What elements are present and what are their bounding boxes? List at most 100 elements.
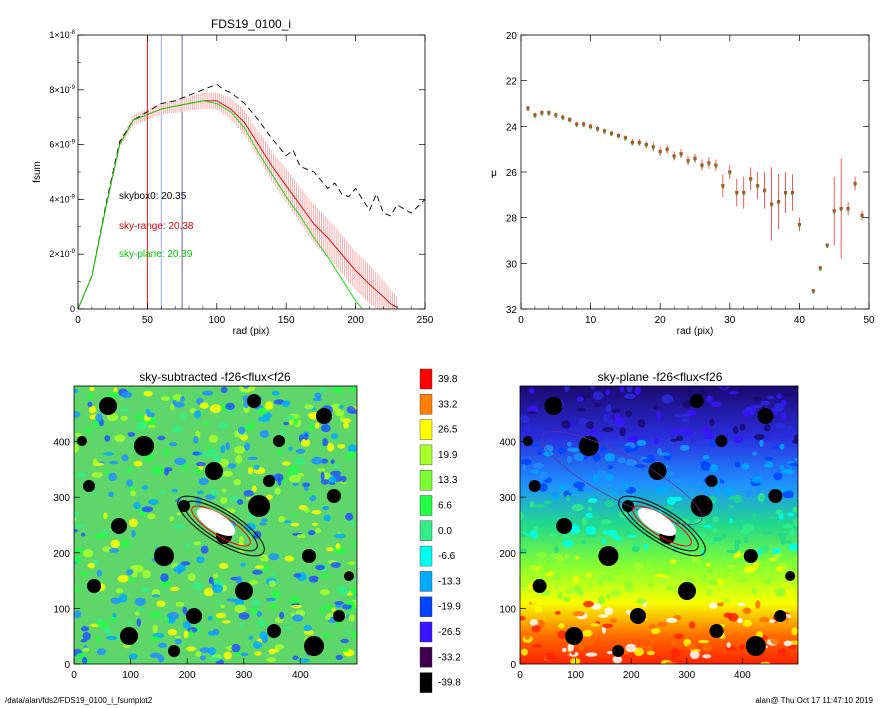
masked-source — [248, 495, 270, 517]
y-tick-label: 8×10-9 — [49, 85, 75, 95]
noise-speckle — [567, 643, 575, 652]
noise-speckle — [222, 470, 233, 477]
noise-speckle — [650, 639, 655, 644]
noise-speckle — [250, 608, 258, 615]
noise-speckle — [624, 529, 632, 535]
noise-speckle — [109, 461, 119, 465]
noise-speckle — [335, 543, 341, 550]
noise-speckle — [554, 546, 559, 554]
noise-speckle — [596, 437, 603, 442]
noise-speckle — [323, 604, 334, 610]
noise-speckle — [233, 478, 241, 486]
noise-speckle — [698, 390, 707, 396]
noise-speckle — [582, 629, 593, 637]
noise-speckle — [115, 588, 123, 594]
masked-source — [186, 608, 202, 624]
noise-speckle — [326, 547, 334, 552]
masked-source — [528, 480, 541, 492]
noise-speckle — [182, 621, 191, 629]
noise-speckle — [767, 395, 775, 400]
noise-speckle — [221, 620, 232, 624]
noise-speckle — [259, 554, 270, 562]
noise-speckle — [292, 512, 297, 517]
noise-speckle — [96, 648, 107, 656]
noise-speckle — [147, 424, 156, 428]
noise-speckle — [199, 647, 211, 654]
noise-speckle — [234, 604, 246, 613]
noise-speckle — [606, 593, 611, 600]
noise-speckle — [530, 469, 541, 474]
mu-point — [582, 122, 586, 126]
noise-speckle — [265, 401, 274, 410]
noise-speckle — [278, 516, 286, 522]
noise-speckle — [537, 559, 547, 564]
x-tick-label: 0 — [518, 315, 524, 326]
noise-speckle — [163, 448, 170, 457]
annotation-sky-plane: sky-plane: 20.39 — [119, 249, 193, 260]
noise-speckle — [83, 428, 92, 434]
x-tick-label: 300 — [678, 670, 695, 681]
noise-speckle — [744, 489, 752, 497]
noise-speckle — [323, 472, 331, 480]
x-tick-label: 100 — [122, 670, 139, 681]
noise-speckle — [651, 628, 661, 635]
noise-speckle — [794, 457, 798, 462]
noise-speckle — [762, 530, 773, 535]
noise-speckle — [604, 500, 614, 508]
noise-speckle — [658, 452, 671, 456]
noise-speckle — [220, 604, 225, 609]
noise-speckle — [723, 602, 728, 609]
mu-point-alt — [631, 143, 634, 146]
noise-speckle — [229, 496, 241, 502]
noise-speckle — [789, 528, 795, 537]
noise-speckle — [585, 526, 597, 535]
noise-speckle — [251, 599, 261, 608]
noise-speckle — [244, 442, 251, 451]
noise-speckle — [734, 539, 742, 545]
noise-speckle — [175, 635, 182, 639]
noise-speckle — [649, 624, 658, 630]
noise-speckle — [135, 413, 143, 422]
noise-speckle — [543, 451, 554, 457]
x-tick-label: 200 — [179, 670, 196, 681]
noise-speckle — [237, 600, 245, 604]
noise-speckle — [109, 548, 119, 553]
noise-speckle — [174, 638, 182, 645]
panel-sky-subtracted: sky-subtracted -f26<flux<f26 0 100 200 300 4… — [53, 370, 358, 681]
x-tick-label: 20 — [655, 315, 667, 326]
noise-speckle — [633, 542, 643, 547]
noise-speckle — [205, 443, 210, 446]
mu-point-alt — [819, 269, 822, 271]
noise-speckle — [773, 553, 781, 559]
noise-speckle — [727, 505, 734, 509]
noise-speckle — [193, 410, 201, 419]
noise-speckle — [619, 386, 625, 393]
noise-speckle — [304, 404, 314, 410]
noise-speckle — [107, 391, 119, 398]
noise-speckle — [131, 529, 136, 538]
mu-point-alt — [575, 125, 578, 128]
noise-speckle — [265, 597, 277, 602]
noise-speckle — [787, 512, 795, 517]
noise-speckle — [134, 597, 146, 606]
panel-fsum-ylabel: fsum — [32, 161, 43, 183]
noise-speckle — [353, 596, 357, 601]
noise-speckle — [662, 565, 672, 569]
noise-speckle — [736, 578, 748, 583]
noise-speckle — [82, 549, 94, 558]
noise-speckle — [294, 457, 306, 465]
noise-speckle — [736, 550, 742, 558]
noise-speckle — [590, 623, 600, 627]
noise-speckle — [593, 474, 599, 483]
noise-speckle — [120, 540, 131, 547]
noise-speckle — [590, 386, 595, 390]
noise-speckle — [634, 386, 641, 395]
noise-speckle — [779, 487, 790, 492]
noise-speckle — [227, 463, 237, 469]
colorbar-swatch — [419, 545, 433, 567]
noise-speckle — [185, 543, 191, 549]
masked-source — [648, 462, 667, 480]
y-tick-label: 26 — [506, 168, 518, 179]
y-tick-label: 200 — [499, 549, 516, 560]
noise-speckle — [133, 501, 141, 510]
